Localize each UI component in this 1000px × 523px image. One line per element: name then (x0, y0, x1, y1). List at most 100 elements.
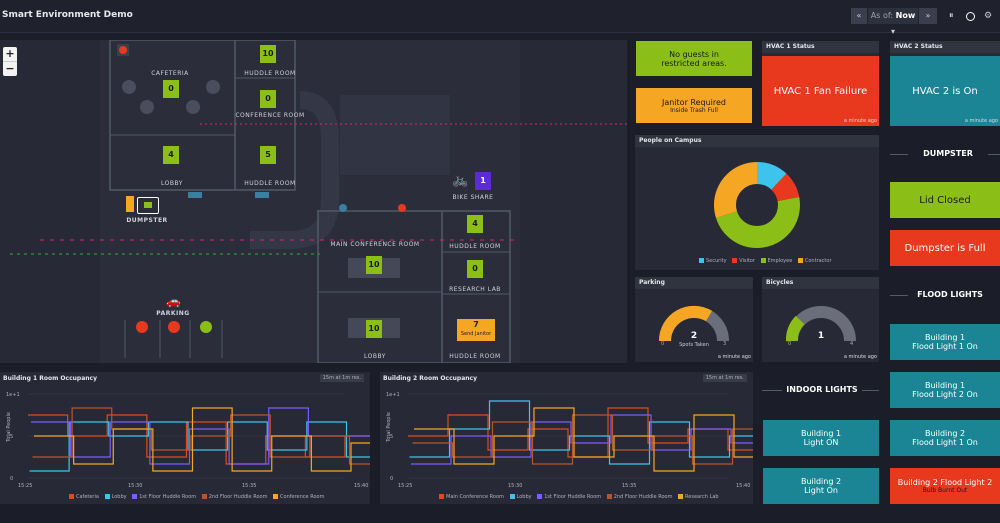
series-line-1st-floor-huddle-room[interactable] (31, 407, 370, 465)
donut-slice-employee[interactable] (714, 162, 800, 248)
room-label: LOBBY (161, 180, 183, 187)
b2-ytick: 0 (390, 476, 394, 482)
forward-button[interactable]: » (919, 8, 937, 24)
b1-chart-title: Building 1 Room Occupancy (3, 375, 98, 382)
b2-legend-item[interactable]: Research Lab (685, 494, 719, 500)
series-line-cafeteria[interactable] (28, 414, 370, 465)
room-occupancy[interactable]: 0 (260, 90, 276, 108)
parking-min: 0 (661, 341, 665, 347)
flood-lights-section-title: FLOOD LIGHTS (917, 290, 983, 299)
hvac1-header: HVAC 1 Status (762, 41, 879, 53)
b2-chart-title: Building 2 Room Occupancy (383, 375, 478, 382)
hvac2-header: HVAC 2 Status (890, 41, 1000, 53)
b1-legend-item[interactable]: 1st Floor Huddle Room (139, 494, 197, 500)
b1-xtick: 15:25 (18, 483, 33, 489)
hvac2-status: HVAC 2 is On (912, 85, 978, 97)
b1-ytick: 1e+1 (6, 392, 20, 398)
pause-icon[interactable]: ⏸ (949, 11, 954, 21)
map-background (10, 40, 627, 363)
zoom-out-button[interactable]: − (5, 62, 15, 75)
status-circle-icon[interactable] (966, 12, 975, 21)
room-occupancy[interactable]: 5 (260, 146, 276, 164)
b1-legend-item[interactable]: Conference Room (280, 494, 325, 500)
indoor-lights-section-title: INDOOR LIGHTS (786, 385, 858, 394)
series-line-lobby[interactable] (29, 421, 371, 472)
parking-spot-2[interactable] (168, 321, 180, 333)
series-line-conference-room[interactable] (34, 407, 370, 472)
series-line-2nd-floor-huddle-room[interactable] (412, 414, 754, 465)
b1-chart-plot[interactable] (0, 372, 370, 504)
b1-legend-item[interactable]: 2nd Floor Huddle Room (208, 494, 268, 500)
floor-map[interactable]: + − CAFETERIA 0 10 HUDDLE ROOM 0 CONFERE… (0, 40, 627, 363)
hvac1-status-tile[interactable]: HVAC 1 Fan Failure a minute ago (762, 56, 879, 126)
series-line-1st-floor-huddle-room[interactable] (411, 414, 753, 465)
room-occupancy-alert[interactable]: 7 Send Janitor (457, 319, 495, 341)
lid-status: Lid Closed (919, 194, 971, 206)
legend-contractor: Contractor (804, 258, 832, 264)
b2-chart-range[interactable]: 15m at 1m res. (702, 374, 747, 382)
b2-legend-item[interactable]: Lobby (516, 494, 532, 500)
people-header: People on Campus (635, 135, 879, 147)
hvac2-panel: HVAC 2 Status HVAC 2 is On a minute ago (890, 41, 1000, 126)
indoor-light-tile[interactable]: Building 1 Light ON (763, 420, 879, 456)
flood-light-tile[interactable]: Building 2 Flood Light 1 On (890, 420, 1000, 456)
dumpster-full-tile[interactable]: Dumpster is Full (890, 230, 1000, 266)
b2-legend: Main Conference Room Lobby 1st Floor Hud… (435, 494, 719, 500)
b1-legend-item[interactable]: Lobby (111, 494, 127, 500)
app-title: Smart Environment Demo (2, 10, 133, 20)
series-line-lobby[interactable] (409, 400, 754, 465)
janitor-alert-title: Janitor Required (661, 97, 727, 107)
gear-icon[interactable]: ⚙ (984, 11, 993, 21)
room-occupancy[interactable]: 4 (467, 215, 483, 233)
parking-gauge (658, 305, 729, 342)
chevron-down-icon: ▾ (890, 27, 895, 36)
zoom-in-button[interactable]: + (3, 47, 17, 62)
room-occupancy[interactable]: 10 (366, 256, 382, 274)
b2-legend-item[interactable]: 2nd Floor Huddle Room (613, 494, 673, 500)
room-label: HUDDLE ROOM (449, 243, 501, 250)
time-picker[interactable]: As of: Now ▾ (868, 8, 918, 36)
b1-legend-item[interactable]: Cafeteria (76, 494, 99, 500)
guest-alert-tile[interactable]: No guests in restricted areas. (636, 41, 752, 76)
room-occupancy[interactable]: 0 (163, 80, 179, 98)
room-label: CAFETERIA (151, 70, 189, 77)
series-line-research-lab[interactable] (414, 407, 753, 472)
dumpster-section-title: DUMPSTER (923, 149, 973, 158)
donut-slice-contractor[interactable] (714, 162, 800, 248)
indoor-light-tile[interactable]: Building 2 Light On (763, 468, 879, 504)
lid-status-tile[interactable]: Lid Closed (890, 182, 1000, 218)
hvac2-updated: a minute ago (964, 118, 998, 124)
room-occupancy[interactable]: 4 (163, 146, 179, 164)
flood-light-tile[interactable]: Building 1 Flood Light 1 On (890, 324, 1000, 360)
b1-xtick: 15:35 (242, 483, 257, 489)
bicycles-max: 4 (850, 341, 854, 347)
dumpster-map-label: DUMPSTER (126, 217, 168, 224)
room-occupancy[interactable]: 10 (260, 45, 276, 63)
bicycles-value: 1 (817, 331, 825, 341)
b2-chart-plot[interactable] (380, 372, 753, 504)
dumpster-icon[interactable] (137, 197, 159, 214)
parking-gauge-fill (658, 305, 713, 342)
flood-light-line2: Flood Light 1 On (912, 342, 978, 351)
janitor-alert-tile[interactable]: Janitor Required Inside Trash Full (636, 88, 752, 123)
series-line-2nd-floor-huddle-room[interactable] (32, 407, 371, 465)
parking-spot-1[interactable] (136, 321, 148, 333)
b1-chart-range[interactable]: 15m at 1m res. (319, 374, 364, 382)
flood-light-tile[interactable]: Building 1 Flood Light 2 On (890, 372, 1000, 408)
parking-map-label: PARKING (156, 310, 190, 317)
people-donut[interactable] (635, 147, 879, 270)
parking-spot-3[interactable] (200, 321, 212, 333)
b2-legend-item[interactable]: Main Conference Room (446, 494, 504, 500)
bike-share-count[interactable]: 1 (475, 172, 491, 190)
back-button[interactable]: « (851, 8, 867, 24)
b2-ytick: 5 (390, 434, 394, 440)
room-occupancy[interactable]: 10 (366, 320, 382, 338)
room-occupancy[interactable]: 0 (467, 260, 483, 278)
b1-ytick: 5 (10, 434, 14, 440)
bike-share-label: BIKE SHARE (452, 194, 494, 201)
b1-xtick: 15:30 (128, 483, 143, 489)
hvac2-status-tile[interactable]: HVAC 2 is On a minute ago (890, 56, 1000, 126)
b2-legend-item[interactable]: 1st Floor Huddle Room (544, 494, 602, 500)
bicycles-min: 0 (788, 341, 792, 347)
flood-light-tile-alert[interactable]: Building 2 Flood Light 2 Bulb Burnt Out (890, 468, 1000, 504)
